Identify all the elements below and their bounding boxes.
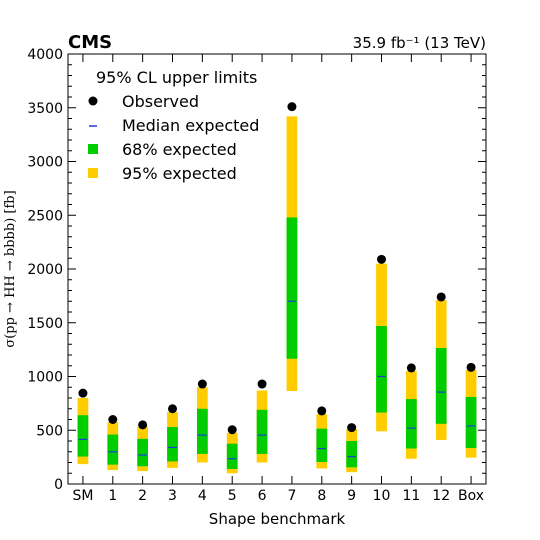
band-68-Box [465,396,477,448]
y-ticks: 0 500 1000 1500 2000 2500 3000 3500 4000 [27,47,486,493]
x-tick-label: 4 [198,488,207,504]
band-68-SM [77,415,89,457]
x-tick-label: 6 [258,488,267,504]
band-68-3 [167,427,178,462]
median-layer [78,300,476,460]
observed-point-9 [347,423,357,433]
legend-median-label: Median expected [122,116,259,135]
experiment-label: CMS [68,32,112,53]
legend-95-label: 95% expected [122,164,237,183]
observed-point-12 [436,292,446,302]
x-tick-label: Box [458,488,484,504]
y-tick-label: 4000 [27,47,63,63]
x-tick-label: 5 [228,488,237,504]
observed-point-SM [78,388,88,398]
x-tick-label: 10 [373,488,391,504]
observed-point-11 [406,363,416,373]
x-tick-label: 2 [138,488,147,504]
observed-point-5 [227,425,237,435]
legend-95-marker [88,168,98,178]
y-tick-label: 0 [54,477,63,493]
band-68-10 [376,325,387,413]
band-68-9 [346,441,358,468]
legend-observed-marker [88,96,98,106]
x-ticks: SM 1 2 3 4 5 6 7 8 9 10 11 12 Box [72,54,484,504]
x-tick-label: 12 [432,488,450,504]
band-68-4 [196,408,208,454]
x-tick-label: SM [72,488,93,504]
legend: 95% CL upper limits Observed Median expe… [88,68,259,183]
band-68-6 [256,409,268,454]
band-68-11 [405,399,417,449]
y-tick-label: 500 [36,423,63,439]
luminosity-label: 35.9 fb⁻¹ (13 TeV) [353,34,486,52]
x-tick-label: 9 [347,488,356,504]
y-tick-label: 1500 [27,316,63,332]
x-tick-label: 11 [402,488,420,504]
x-axis-label: Shape benchmark [209,510,346,528]
y-tick-label: 1000 [27,370,63,386]
y-tick-label: 3000 [27,155,63,171]
y-tick-label: 2500 [27,208,63,224]
x-tick-label: 3 [168,488,177,504]
band-68-1 [107,434,119,465]
band-68-layer [77,217,477,469]
observed-point-6 [257,379,267,389]
legend-title: 95% CL upper limits [96,68,257,87]
observed-point-Box [466,362,476,372]
legend-68-marker [88,144,98,154]
band-68-12 [435,348,447,424]
legend-observed-label: Observed [122,92,199,111]
y-tick-label: 3500 [27,101,63,117]
y-axis-label: σ(pp → HH → bbbb) [fb] [3,190,18,347]
observed-layer [78,102,476,435]
observed-point-1 [108,415,118,424]
observed-point-10 [377,254,386,264]
band-68-2 [137,438,149,467]
x-tick-label: 7 [287,488,296,504]
legend-68-label: 68% expected [122,140,237,159]
band-68-7 [286,217,298,359]
x-tick-label: 8 [317,488,326,504]
x-tick-label: 1 [108,488,117,504]
observed-point-3 [168,404,177,414]
observed-point-4 [197,379,207,389]
observed-point-7 [287,102,297,112]
band-68-8 [316,428,328,462]
observed-point-8 [317,406,327,416]
observed-point-2 [138,420,148,430]
band-68-5 [226,443,238,469]
y-tick-label: 2000 [27,262,63,278]
